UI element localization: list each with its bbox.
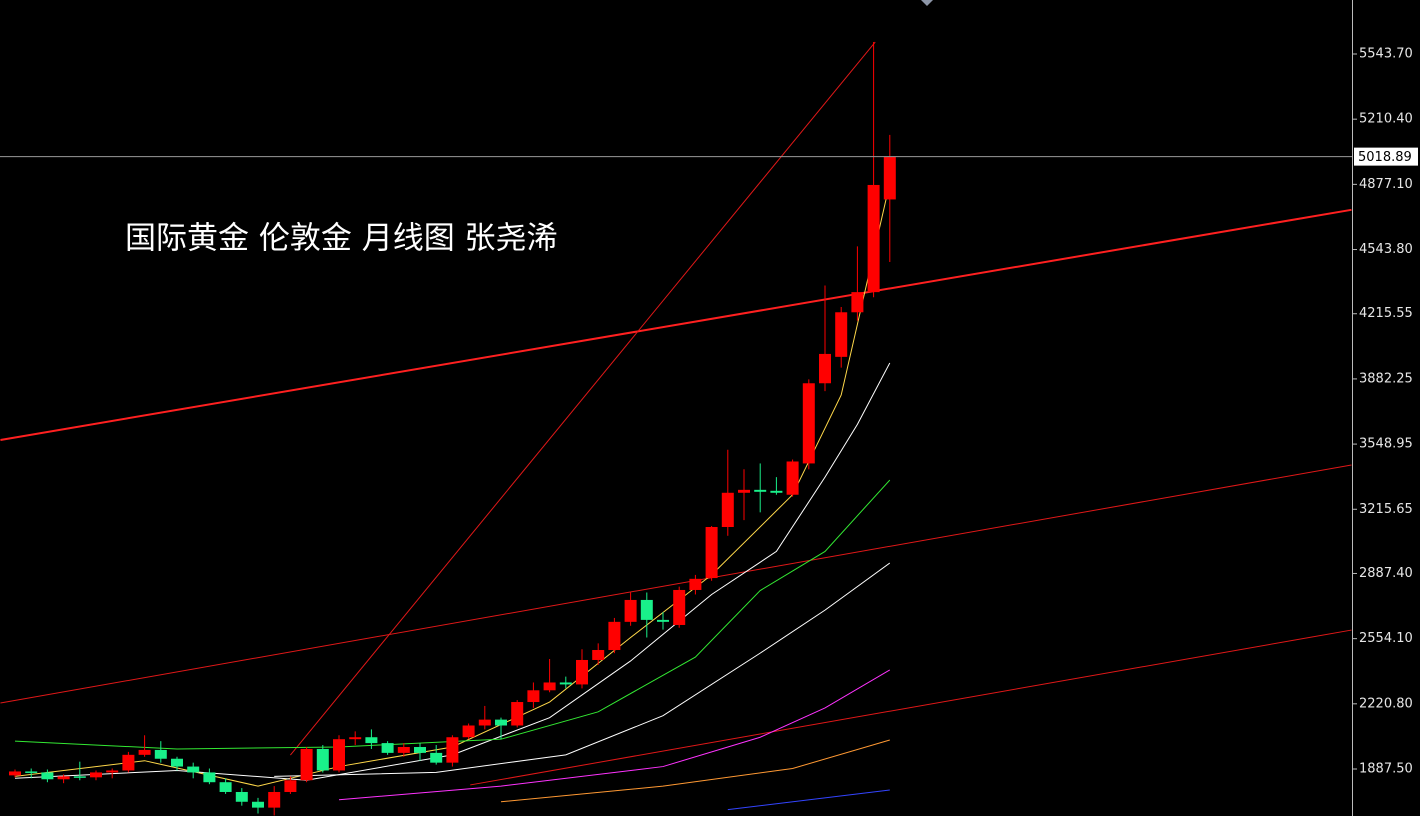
- candle-body: [657, 619, 669, 622]
- candle-body: [235, 791, 248, 802]
- moving-average: [500, 739, 890, 803]
- candle-body: [154, 749, 167, 759]
- moving-average: [14, 479, 891, 750]
- y-tick-label: 3215.65: [1359, 502, 1413, 517]
- candle-body: [90, 772, 102, 778]
- candle-body: [430, 752, 443, 763]
- chart-title: 国际黄金 伦敦金 月线图 张尧浠: [125, 221, 558, 257]
- candle-body: [721, 492, 734, 527]
- candle-body: [835, 312, 848, 357]
- candle-body: [802, 383, 815, 464]
- candle-body: [543, 682, 556, 691]
- candle-body: [41, 772, 54, 780]
- candle-body: [883, 156, 896, 200]
- candle-body: [608, 621, 621, 651]
- candle-body: [300, 748, 313, 781]
- trend-line: [0, 464, 1352, 704]
- candle-body: [673, 589, 686, 625]
- y-tick-label: 5210.40: [1359, 112, 1413, 127]
- candle-body: [851, 292, 864, 313]
- trend-line: [470, 629, 1352, 786]
- candle-body: [624, 599, 637, 622]
- candle-body: [397, 747, 410, 753]
- moving-average: [274, 562, 891, 777]
- candle-body: [122, 754, 135, 771]
- candle-body: [381, 743, 394, 753]
- plot-area: [0, 41, 1352, 816]
- candle-body: [819, 353, 831, 384]
- candle-body: [640, 599, 653, 620]
- candle-body: [446, 737, 459, 763]
- y-tick-label: 3882.25: [1359, 371, 1413, 386]
- y-tick-label: 1887.50: [1359, 762, 1413, 777]
- candle-body: [754, 489, 767, 492]
- trend-line: [0, 208, 1352, 441]
- candle-body: [284, 780, 297, 792]
- candle-body: [268, 791, 281, 808]
- candle-body: [203, 772, 216, 783]
- y-tick-label: 5543.70: [1359, 46, 1413, 61]
- trend-line: [290, 41, 876, 756]
- candle-body: [333, 739, 345, 771]
- last-price-label: 5018.89: [1358, 150, 1412, 165]
- candle-body: [867, 184, 880, 293]
- candle-body: [316, 748, 329, 771]
- candle-body: [138, 749, 151, 755]
- y-tick-label: 2220.80: [1359, 696, 1413, 711]
- candle-body: [171, 758, 183, 767]
- candle-body: [462, 725, 475, 738]
- y-tick-label: 2887.40: [1359, 566, 1413, 581]
- moving-average: [727, 789, 890, 811]
- marker: [921, 0, 933, 6]
- candle-body: [559, 682, 572, 685]
- candle-body: [689, 578, 702, 590]
- candle-body: [576, 659, 588, 685]
- y-tick-label: 4877.10: [1359, 177, 1413, 192]
- candle-body: [9, 771, 21, 776]
- y-tick-label: 4215.55: [1359, 306, 1413, 321]
- candle-body: [365, 737, 378, 744]
- candle-body: [770, 490, 783, 493]
- candle-body: [414, 747, 426, 753]
- candle-body: [252, 801, 264, 808]
- candle-body: [705, 526, 718, 579]
- candle-body: [219, 782, 232, 792]
- candle-body: [786, 461, 799, 495]
- candle-body: [73, 776, 86, 778]
- moving-average: [14, 182, 891, 787]
- y-tick-label: 4543.80: [1359, 242, 1413, 257]
- candle-body: [349, 737, 362, 740]
- y-tick-label: 2554.10: [1359, 631, 1413, 646]
- candle-body: [187, 766, 200, 773]
- candle-body: [592, 650, 605, 660]
- candle-body: [57, 776, 70, 780]
- moving-average: [338, 669, 891, 801]
- candle-body: [527, 690, 540, 703]
- candle-body: [738, 489, 750, 493]
- candle-body: [511, 702, 524, 726]
- candle-body: [106, 770, 119, 773]
- y-tick-label: 3548.95: [1359, 437, 1413, 452]
- candle-body: [25, 771, 38, 773]
- candle-body: [478, 719, 491, 726]
- moving-average: [14, 362, 891, 781]
- candle-body: [495, 719, 507, 726]
- last-price-box: [1354, 147, 1418, 166]
